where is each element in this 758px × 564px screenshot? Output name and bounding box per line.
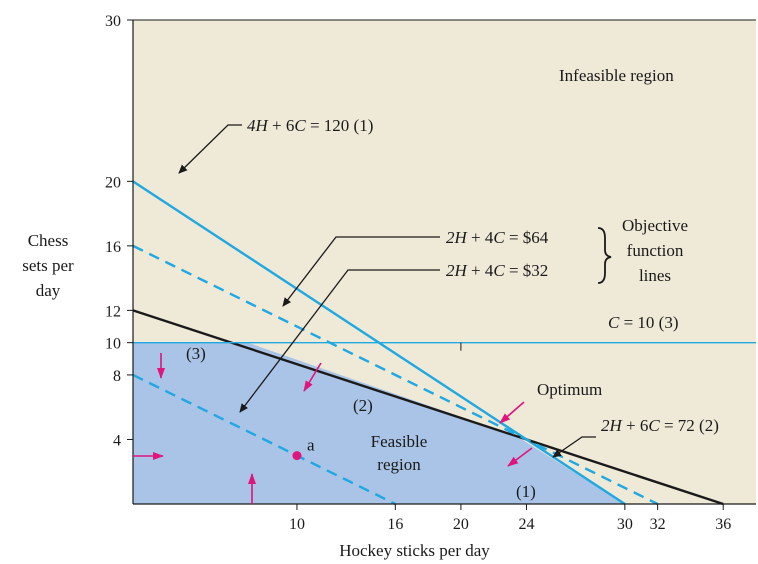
y-axis-title-line: sets per [22,256,74,275]
series-layer [132,180,756,506]
objective-brace [597,227,612,284]
constraint3-marker: (3) [186,344,206,363]
y-tick-label: 4 [113,432,121,449]
y-tick-label: 10 [105,336,121,353]
objective-label-line: Objective [622,216,688,235]
obj64-label: 2H + 4C = $64 [446,228,549,247]
x-tick-label: 32 [650,516,666,533]
annotation-labels: Infeasible region Feasible region 4H + 6C =… [186,66,719,501]
y-tick-label: 20 [105,174,121,191]
constraint2-marker: (2) [353,396,373,415]
eq1-arrow [178,124,242,174]
optimum-label: Optimum [537,380,602,399]
series-line-4 [132,244,659,506]
eq3-label: C = 10 (3) [608,313,679,332]
obj32-arrow [239,269,440,413]
x-tick-label: 20 [453,516,469,533]
obj32-label: 2H + 4C = $32 [446,261,548,280]
y-tick-label: 30 [105,13,121,30]
eq2-arrow [552,436,596,458]
optimum-arrow [499,401,525,424]
y-axis-title-line: Chess [28,231,69,250]
constraint2-arrow [303,362,322,392]
objective-label-line: lines [639,266,671,285]
constraint1-marker: (1) [516,482,536,501]
infeasible-region-label: Infeasible region [559,66,674,85]
y-axis-title-line: day [36,281,61,300]
x-tick-label: 30 [617,516,633,533]
constraint1-arrow [507,447,533,467]
point-a-label: a [307,436,315,455]
series-line-5 [132,373,396,506]
eq1-label: 4H + 6C = 120 (1) [247,116,373,135]
annotation-arrows [133,124,612,504]
y-tick-label: 8 [113,368,121,385]
x-tick-label: 36 [715,516,731,533]
point-a [292,451,302,461]
x-tick-label: 10 [289,516,305,533]
y-tick-label: 12 [105,303,121,320]
feasible-region-label: region [377,455,421,474]
feasible-region-label: Feasible [371,432,428,451]
feasible-region [133,342,625,504]
x-tick-label: 24 [518,516,534,533]
axes-layer: 4 8 10 12 16 20 30 10 16 20 24 30 32 36 Hockey sticks … [22,13,756,560]
x-tick-label: 16 [387,516,403,533]
eq2-label: 2H + 6C = 72 (2) [601,416,719,435]
objective-label-line: function [627,241,684,260]
obj64-arrow [282,236,440,307]
y-tick-label: 16 [105,239,121,256]
x-axis-title: Hockey sticks per day [339,541,490,560]
